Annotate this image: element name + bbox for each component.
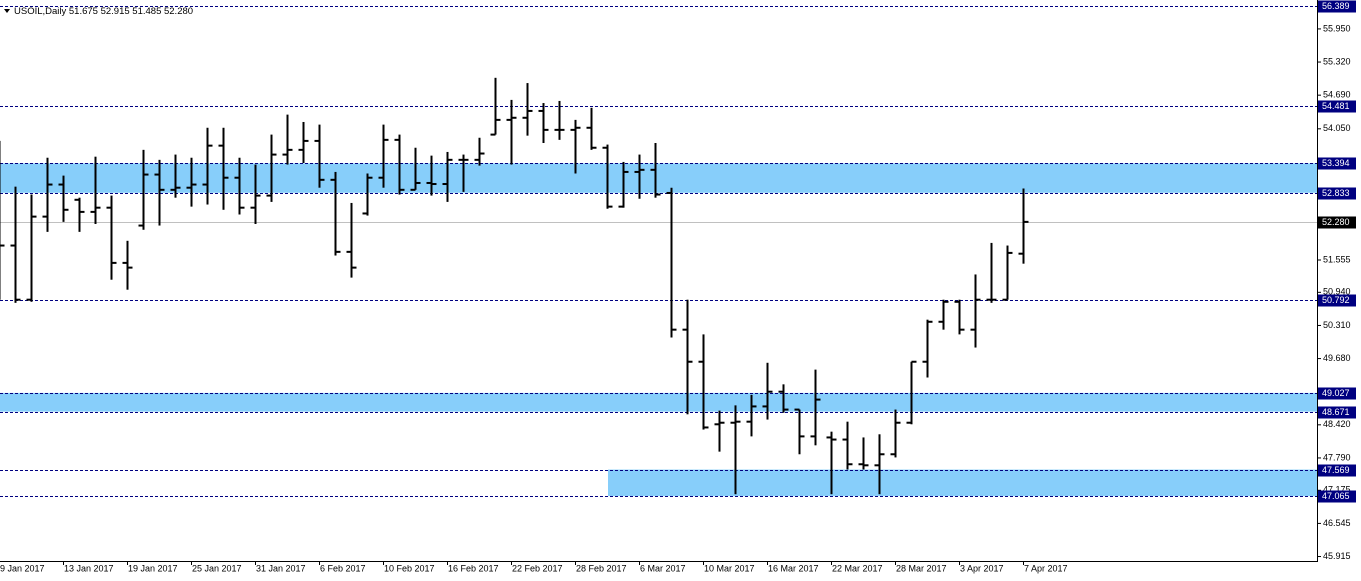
x-tick-label: 16 Feb 2017 [448,563,499,573]
y-tick-label: 45.915 [1323,551,1351,561]
level-label-bg [1318,490,1356,503]
x-tick-label: 19 Jan 2017 [128,563,178,573]
y-tick-label: 48.420 [1323,419,1351,429]
x-tick-label: 6 Mar 2017 [640,563,686,573]
level-label: 54.481 [1322,101,1350,111]
level-label: 47.065 [1322,491,1350,501]
level-label: 48.671 [1322,407,1350,417]
level-label: 49.027 [1322,388,1350,398]
y-tick-label: 50.310 [1323,320,1351,330]
zones [0,163,1317,497]
x-tick-label: 9 Jan 2017 [0,563,45,573]
level-label: 47.569 [1322,465,1350,475]
level-label-bg [1318,100,1356,113]
zone [0,392,1317,412]
level-label-bg [1318,187,1356,200]
x-tick-label: 10 Feb 2017 [384,563,435,573]
level-label: 52.833 [1322,188,1350,198]
chart-title: USOIL,Daily 51.675 52.915 51.485 52.280 [14,6,193,17]
menu-triangle[interactable] [4,9,10,13]
level-label-bg [1318,294,1356,307]
level-label: 53.394 [1322,158,1350,168]
y-tick-label: 54.050 [1323,123,1351,133]
y-tick-label: 47.790 [1323,452,1351,462]
bars [0,77,1029,495]
level-label-bg [1318,464,1356,477]
x-tick-label: 3 Apr 2017 [960,563,1004,573]
current-price-label: 52.280 [1322,217,1350,227]
x-tick-label: 28 Feb 2017 [576,563,627,573]
y-tick-label: 55.950 [1323,23,1351,33]
y-tick-label: 49.680 [1323,353,1351,363]
x-tick-label: 22 Mar 2017 [832,563,883,573]
y-tick-label: 54.690 [1323,90,1351,100]
x-tick-label: 13 Jan 2017 [64,563,114,573]
current-price-bg [1318,216,1356,229]
level-label-bg [1318,0,1356,13]
level-label-bg [1318,406,1356,419]
y-tick-label: 55.320 [1323,56,1351,66]
x-tick-label: 25 Jan 2017 [192,563,242,573]
zone [0,163,1317,193]
level-label: 56.389 [1322,1,1350,11]
x-tick-label: 16 Mar 2017 [768,563,819,573]
x-tick-label: 7 Apr 2017 [1024,563,1068,573]
level-label-bg [1318,157,1356,170]
x-tick-label: 6 Feb 2017 [320,563,366,573]
y-tick-label: 50.940 [1323,287,1351,297]
y-tick-label: 46.545 [1323,518,1351,528]
level-label-bg [1318,387,1356,400]
y-tick-label: 51.555 [1323,254,1351,264]
level-label: 50.792 [1322,295,1350,305]
zone [608,469,1317,497]
levels [0,6,1317,497]
x-tick-label: 10 Mar 2017 [704,563,755,573]
x-tick-label: 22 Feb 2017 [512,563,563,573]
x-tick-label: 31 Jan 2017 [256,563,306,573]
y-tick-label: 47.175 [1323,485,1351,495]
x-tick-label: 28 Mar 2017 [896,563,947,573]
